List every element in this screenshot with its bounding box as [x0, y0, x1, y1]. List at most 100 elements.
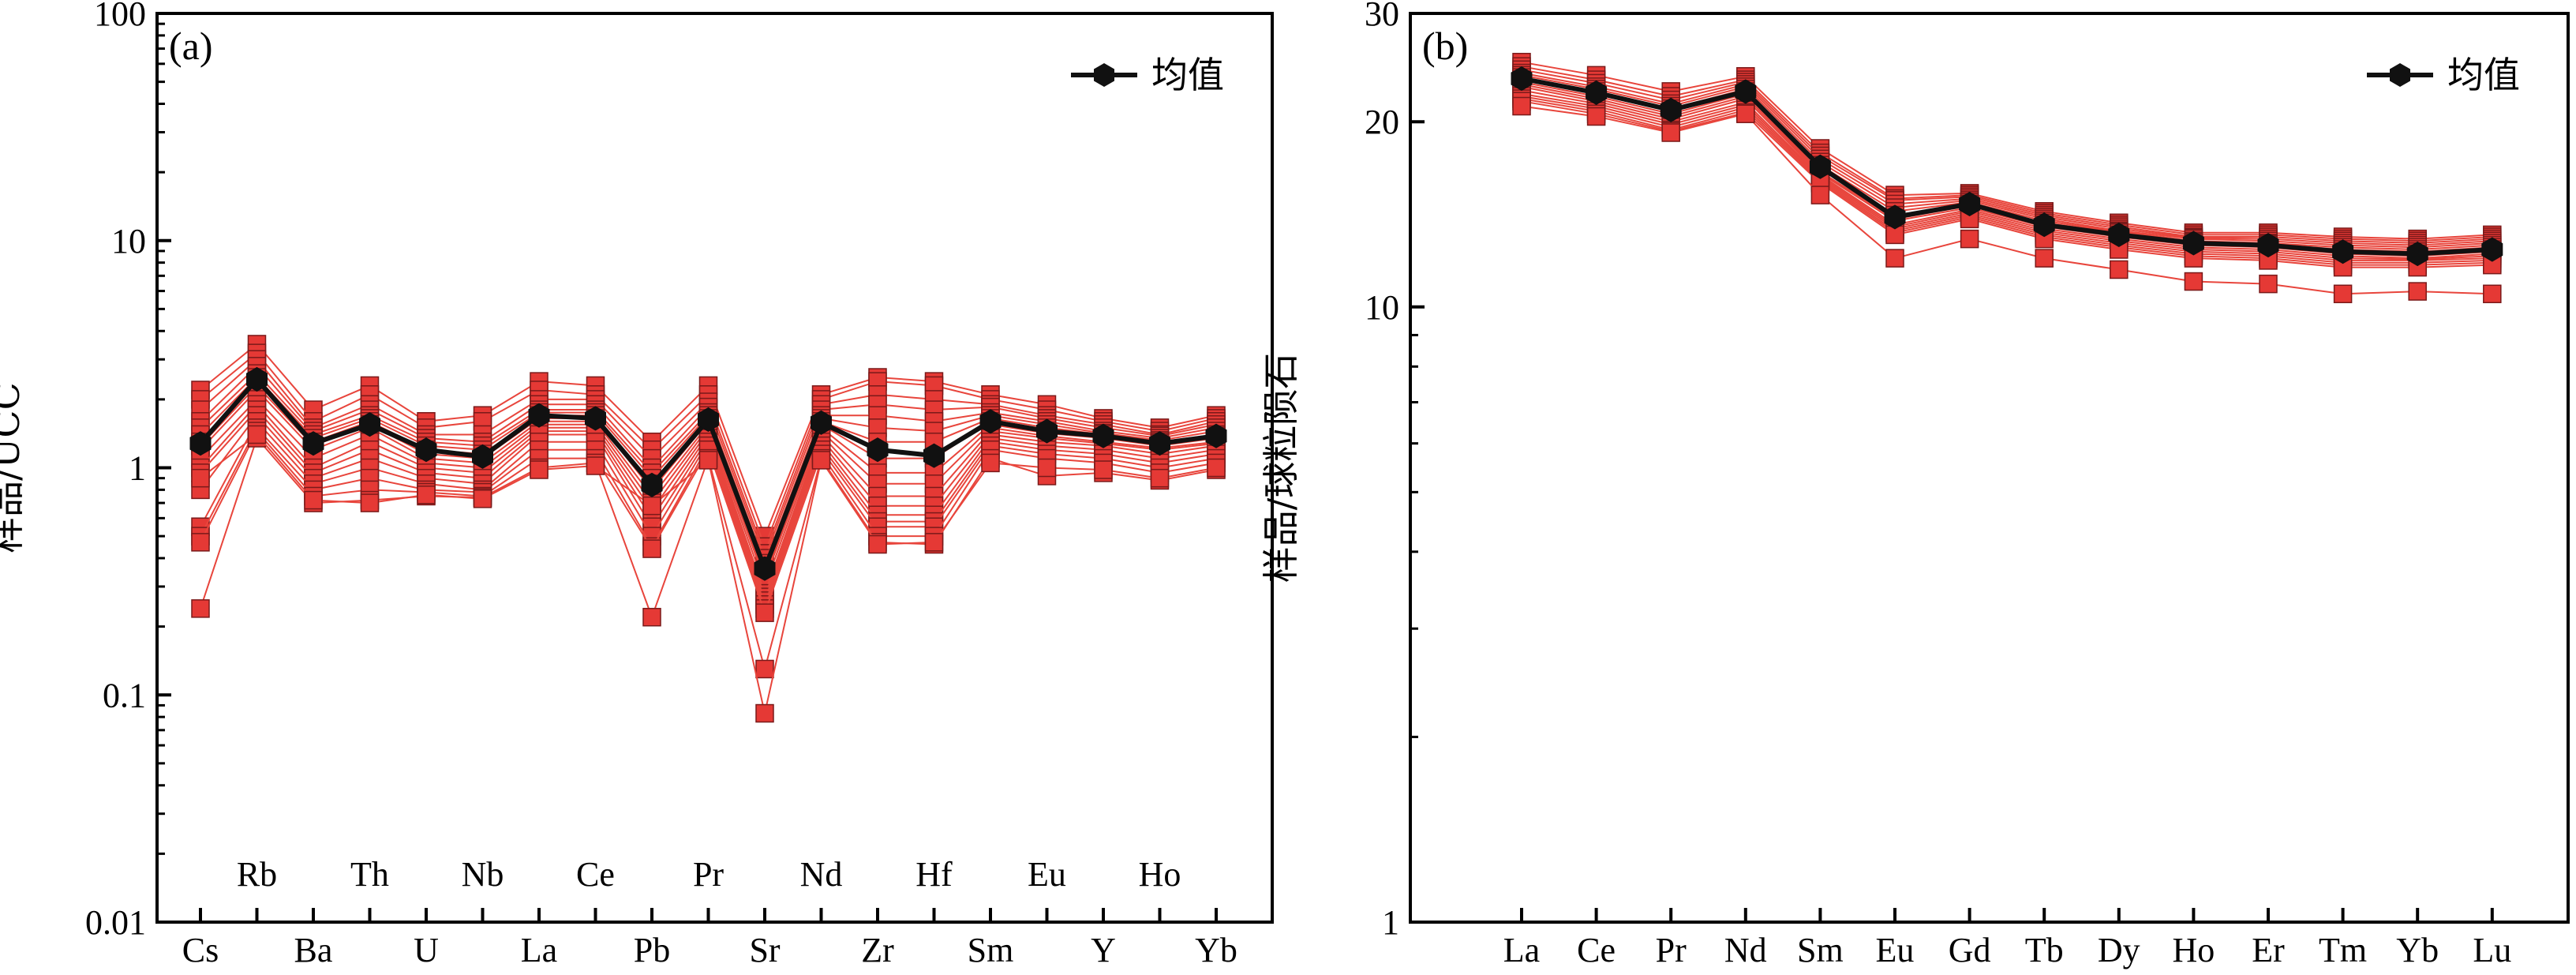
sample-marker [755, 603, 774, 622]
sample-marker [755, 703, 774, 723]
mean-marker [923, 443, 945, 468]
sample-marker [755, 659, 774, 679]
sample-marker [1960, 229, 1979, 249]
sample-marker [1512, 96, 1531, 116]
x-tick-label: Hf [915, 855, 953, 894]
x-tick-label: Ba [294, 931, 333, 969]
sample-line [1521, 96, 2492, 264]
sample-line [1521, 105, 2492, 295]
mean-marker [2182, 231, 2204, 256]
mean-marker [754, 556, 776, 581]
mean-marker [811, 410, 832, 435]
sample-line [200, 433, 1217, 714]
mean-marker [415, 437, 437, 463]
x-tick-label: Zr [861, 931, 894, 969]
y-tick-label: 10 [111, 222, 146, 261]
x-tick-label: Sr [749, 931, 780, 969]
legend-marker [1094, 63, 1114, 87]
mean-marker [2257, 233, 2279, 258]
mean-marker [1660, 97, 1682, 122]
x-tick-label: Pb [634, 931, 670, 969]
mean-marker [1036, 418, 1058, 444]
sample-marker [924, 533, 944, 552]
sample-marker [2259, 274, 2278, 294]
mean-marker [867, 437, 889, 463]
mean-marker [2332, 239, 2354, 264]
panel-b: 1 10 20 30 La Ce Pr Nd Sm Eu Gd Tb Dy Ho Er Tm Yb Lu (b) 样品… [1260, 0, 2570, 969]
sample-marker [304, 490, 323, 510]
x-tick-label: Th [350, 855, 389, 894]
x-tick-label: Pr [1656, 931, 1687, 969]
x-tick-label: Ce [1577, 931, 1616, 969]
sample-line [1521, 72, 2492, 246]
legend-label: 均值 [2447, 54, 2520, 96]
x-tick-label: Er [2252, 931, 2285, 969]
sample-marker [2408, 282, 2427, 301]
x-tick-label: Ho [1139, 855, 1181, 894]
panel-a: 0.01 0.1 1 10 100 Cs Rb Ba Th U Nb La Ce Pb Pr Sr Nd Zr Hf… [0, 0, 1274, 969]
sample-line [1521, 85, 2492, 260]
mean-marker [1959, 191, 1981, 216]
x-tick-label: Sm [968, 931, 1014, 969]
sample-marker [417, 486, 436, 504]
sample-marker [360, 493, 380, 512]
sample-line [1521, 100, 2492, 268]
x-tick-label: Eu [1028, 855, 1066, 894]
sample-line [1521, 74, 2492, 249]
x-tick-label: Dy [2098, 931, 2140, 969]
x-tick-label: Ce [576, 855, 615, 894]
sample-marker [1094, 460, 1113, 479]
sample-marker [2184, 272, 2203, 291]
sample-marker [191, 533, 210, 552]
sample-line [1521, 92, 2492, 261]
mean-marker [979, 409, 1002, 434]
mean-marker [189, 431, 212, 456]
mean-marker [472, 444, 493, 469]
mean-marker [2406, 241, 2428, 267]
sample-line [1521, 98, 2492, 266]
y-axis-title: 样品/球粒陨石 [1260, 353, 1302, 583]
sample-marker [191, 468, 210, 488]
sample-marker [868, 534, 887, 554]
legend-label: 均值 [1151, 54, 1224, 96]
x-tick-label: Lu [2473, 931, 2511, 969]
mean-marker [359, 412, 380, 437]
mean-marker [246, 366, 268, 392]
mean-marker [1149, 431, 1170, 456]
y-axis-title: 样品/UCC [0, 382, 28, 553]
x-tick-label: Ho [2173, 931, 2215, 969]
mean-marker [2033, 212, 2055, 238]
y-tick-label: 10 [1365, 288, 1399, 327]
mean-line [1521, 76, 2492, 257]
x-tick-label: Y [1091, 931, 1116, 969]
sample-series [1512, 96, 2502, 304]
sample-marker [2333, 284, 2353, 304]
mean-marker [2108, 222, 2130, 247]
sample-marker [191, 599, 210, 618]
legend-marker [2390, 63, 2410, 87]
y-tick-label: 20 [1365, 103, 1399, 141]
sample-marker [642, 539, 661, 558]
x-tick-label: Gd [1949, 931, 1991, 969]
sample-line [1521, 89, 2492, 261]
sample-marker [642, 607, 661, 627]
sample-marker [1037, 458, 1057, 478]
y-tick-label: 100 [94, 0, 146, 33]
legend: 均值 [2367, 54, 2520, 96]
x-tick-label: Yb [1195, 931, 1237, 969]
sample-marker [1736, 104, 1755, 123]
x-tick-label: Nd [800, 855, 843, 894]
sample-series [1512, 70, 2502, 261]
legend: 均值 [1071, 54, 1224, 96]
sample-series [191, 425, 1226, 723]
panel-label: (b) [1422, 24, 1468, 68]
y-tick-label: 1 [129, 449, 146, 488]
x-tick-label: Cs [182, 931, 219, 969]
x-tick-label: Nd [1724, 931, 1767, 969]
mean-series [1511, 66, 2503, 267]
sample-marker [1810, 186, 1830, 204]
x-tick-label: Yb [2396, 931, 2439, 969]
mean-marker [1809, 154, 1831, 179]
mean-marker [528, 403, 550, 428]
